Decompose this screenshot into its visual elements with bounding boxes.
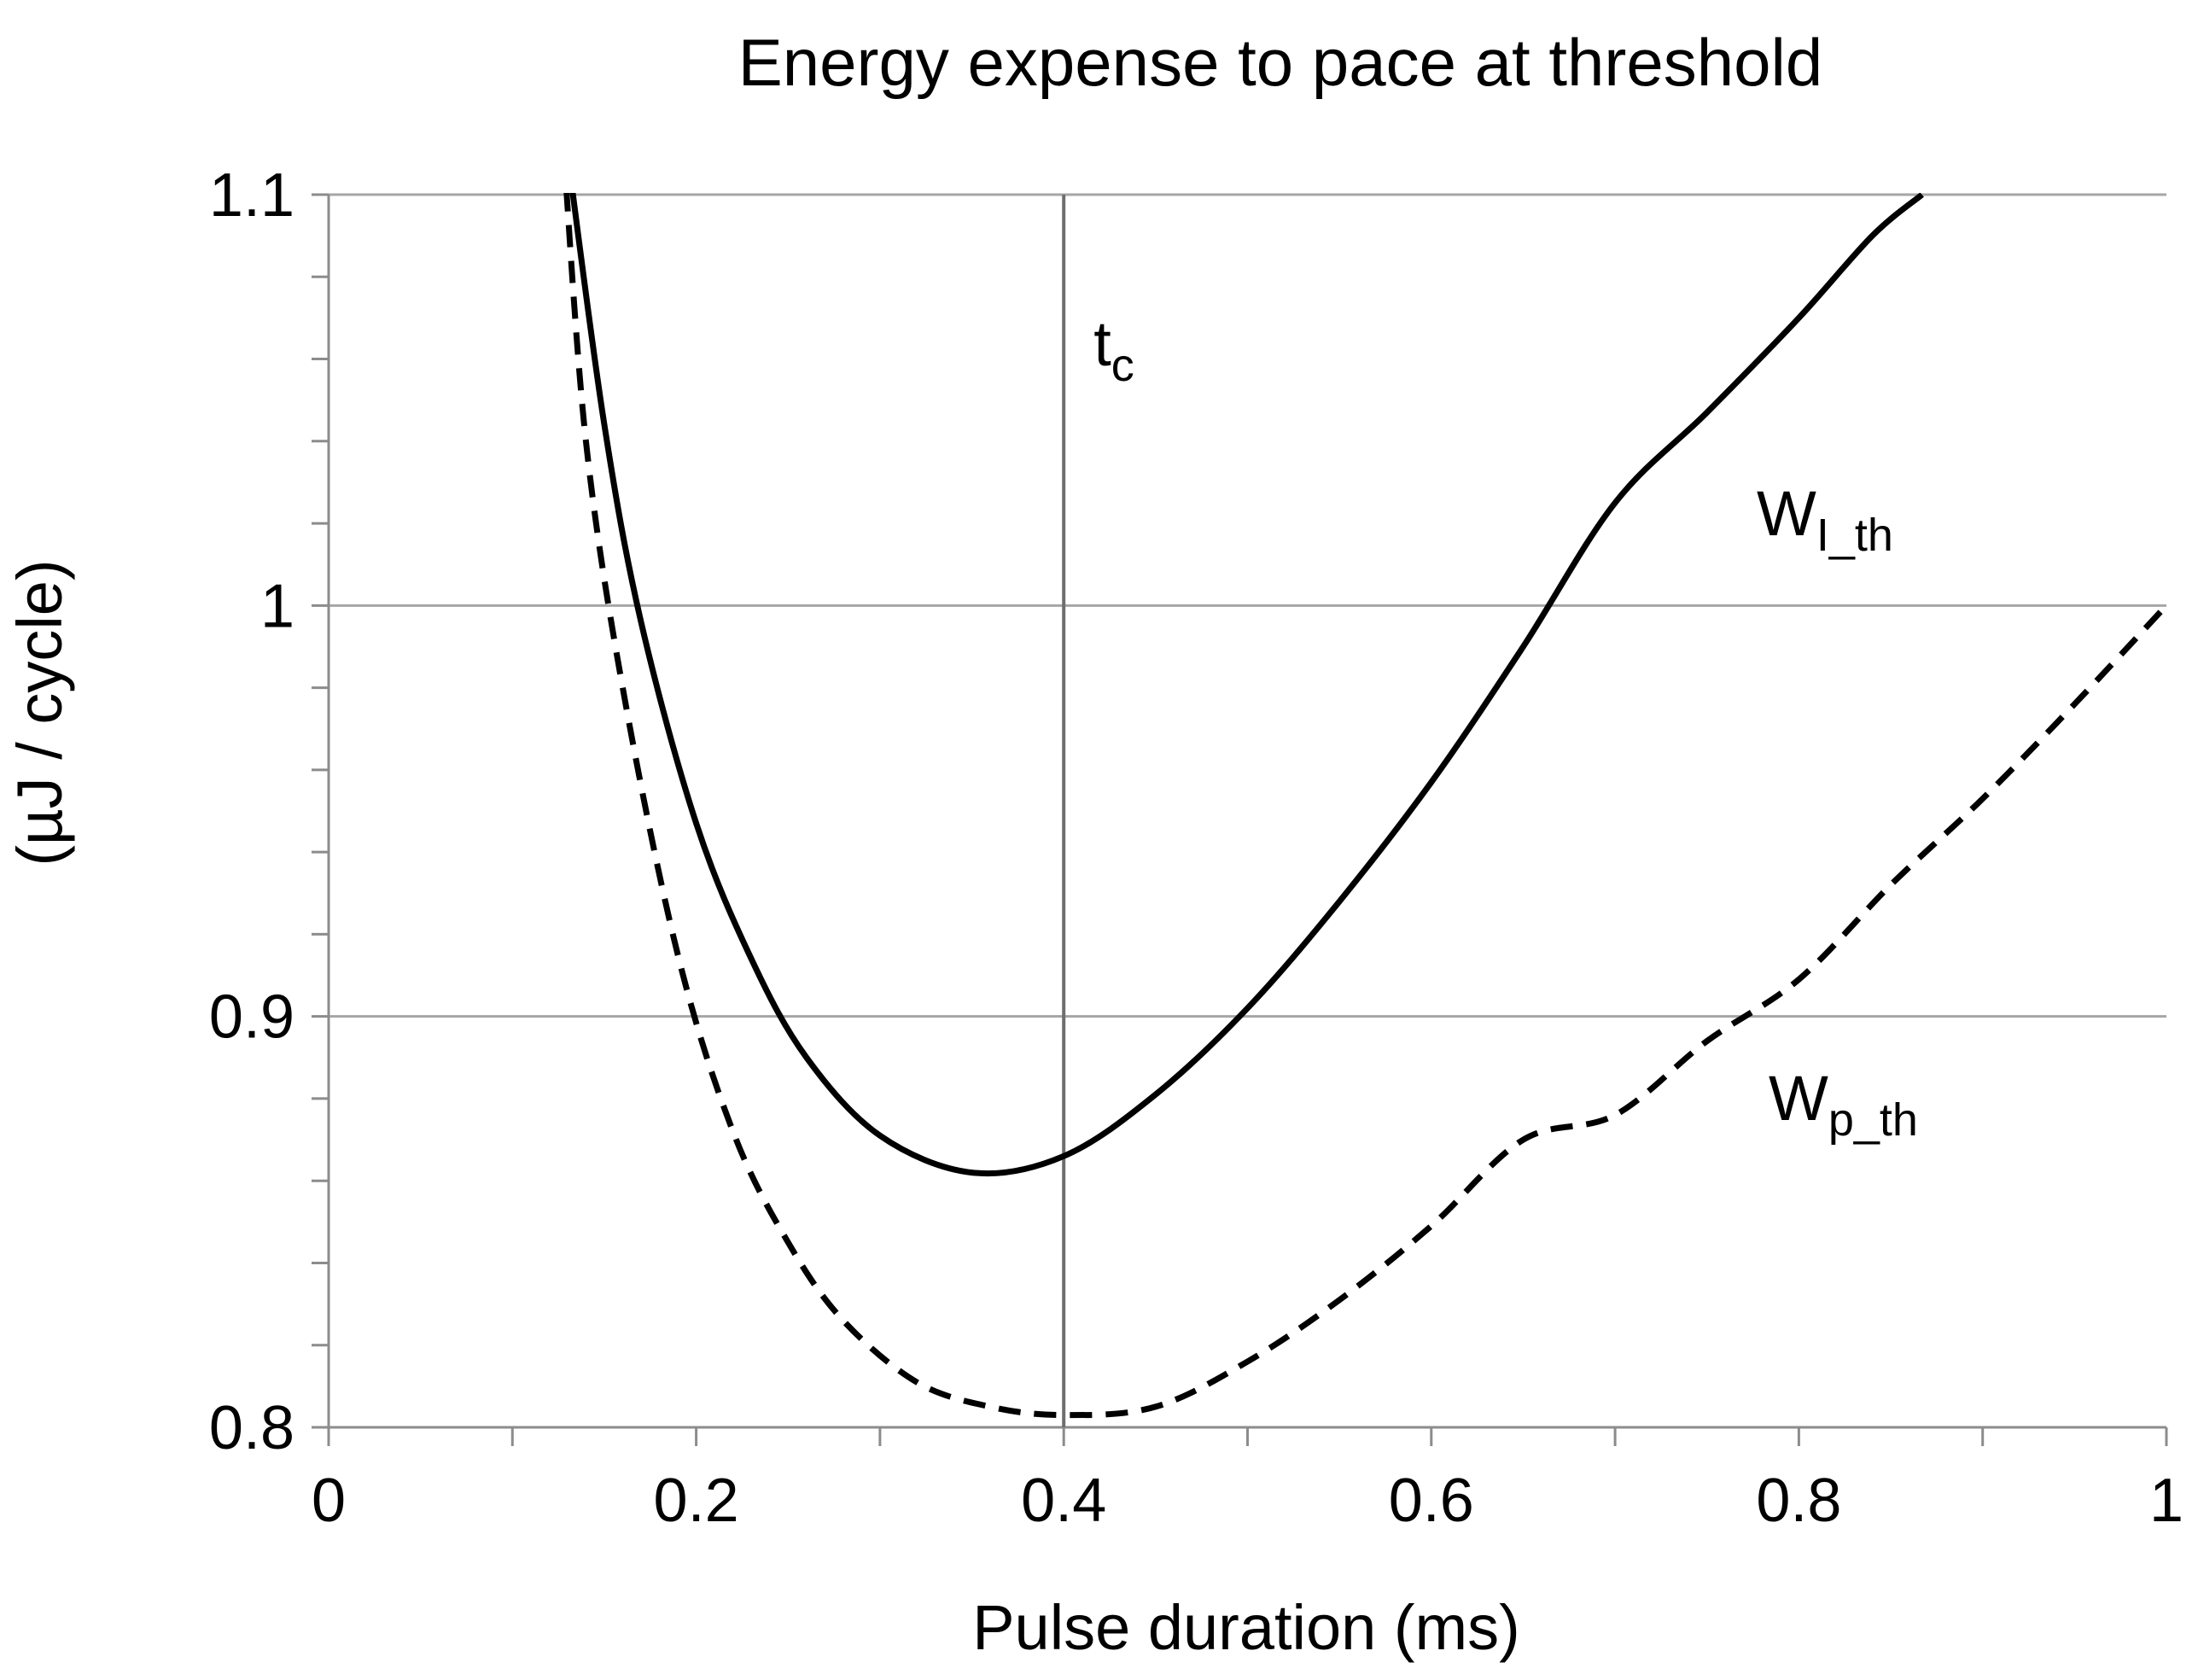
axes (312, 193, 2168, 1446)
y-tick-label: 0.9 (209, 983, 294, 1052)
chart-title: Energy expense to pace at threshold (738, 25, 1823, 100)
y-tick-label: 0.8 (209, 1394, 294, 1462)
y-tick-label: 1.1 (209, 161, 294, 230)
y-axis-label: (µJ / cycle) (4, 559, 75, 866)
series-lines (563, 193, 2169, 1419)
series-line-w-p-th (563, 193, 2169, 1419)
y-tick-label: 1 (260, 572, 294, 640)
x-tick-label: 0.2 (654, 1467, 739, 1535)
x-tick-label: 0 (312, 1467, 346, 1535)
x-tick-label: 0.6 (1389, 1467, 1474, 1535)
series-label-wp-th: Wp_th (1769, 1063, 1918, 1146)
x-axis-label: Pulse duration (ms) (972, 1592, 1520, 1663)
annotations: tc WI_th Wp_th (1093, 308, 1918, 1146)
tc-label: tc (1093, 308, 1134, 391)
grid-lines (329, 193, 2166, 1429)
series-label-wi-th: WI_th (1757, 478, 1893, 561)
x-tick-label: 1 (2149, 1467, 2183, 1535)
tick-labels: 0 0.2 0.4 0.6 0.8 1 0.8 0.9 1 1.1 (209, 161, 2183, 1535)
x-tick-label: 0.8 (1756, 1467, 1841, 1535)
x-tick-label: 0.4 (1021, 1467, 1106, 1535)
series-line-w-i-th (569, 193, 1924, 1177)
